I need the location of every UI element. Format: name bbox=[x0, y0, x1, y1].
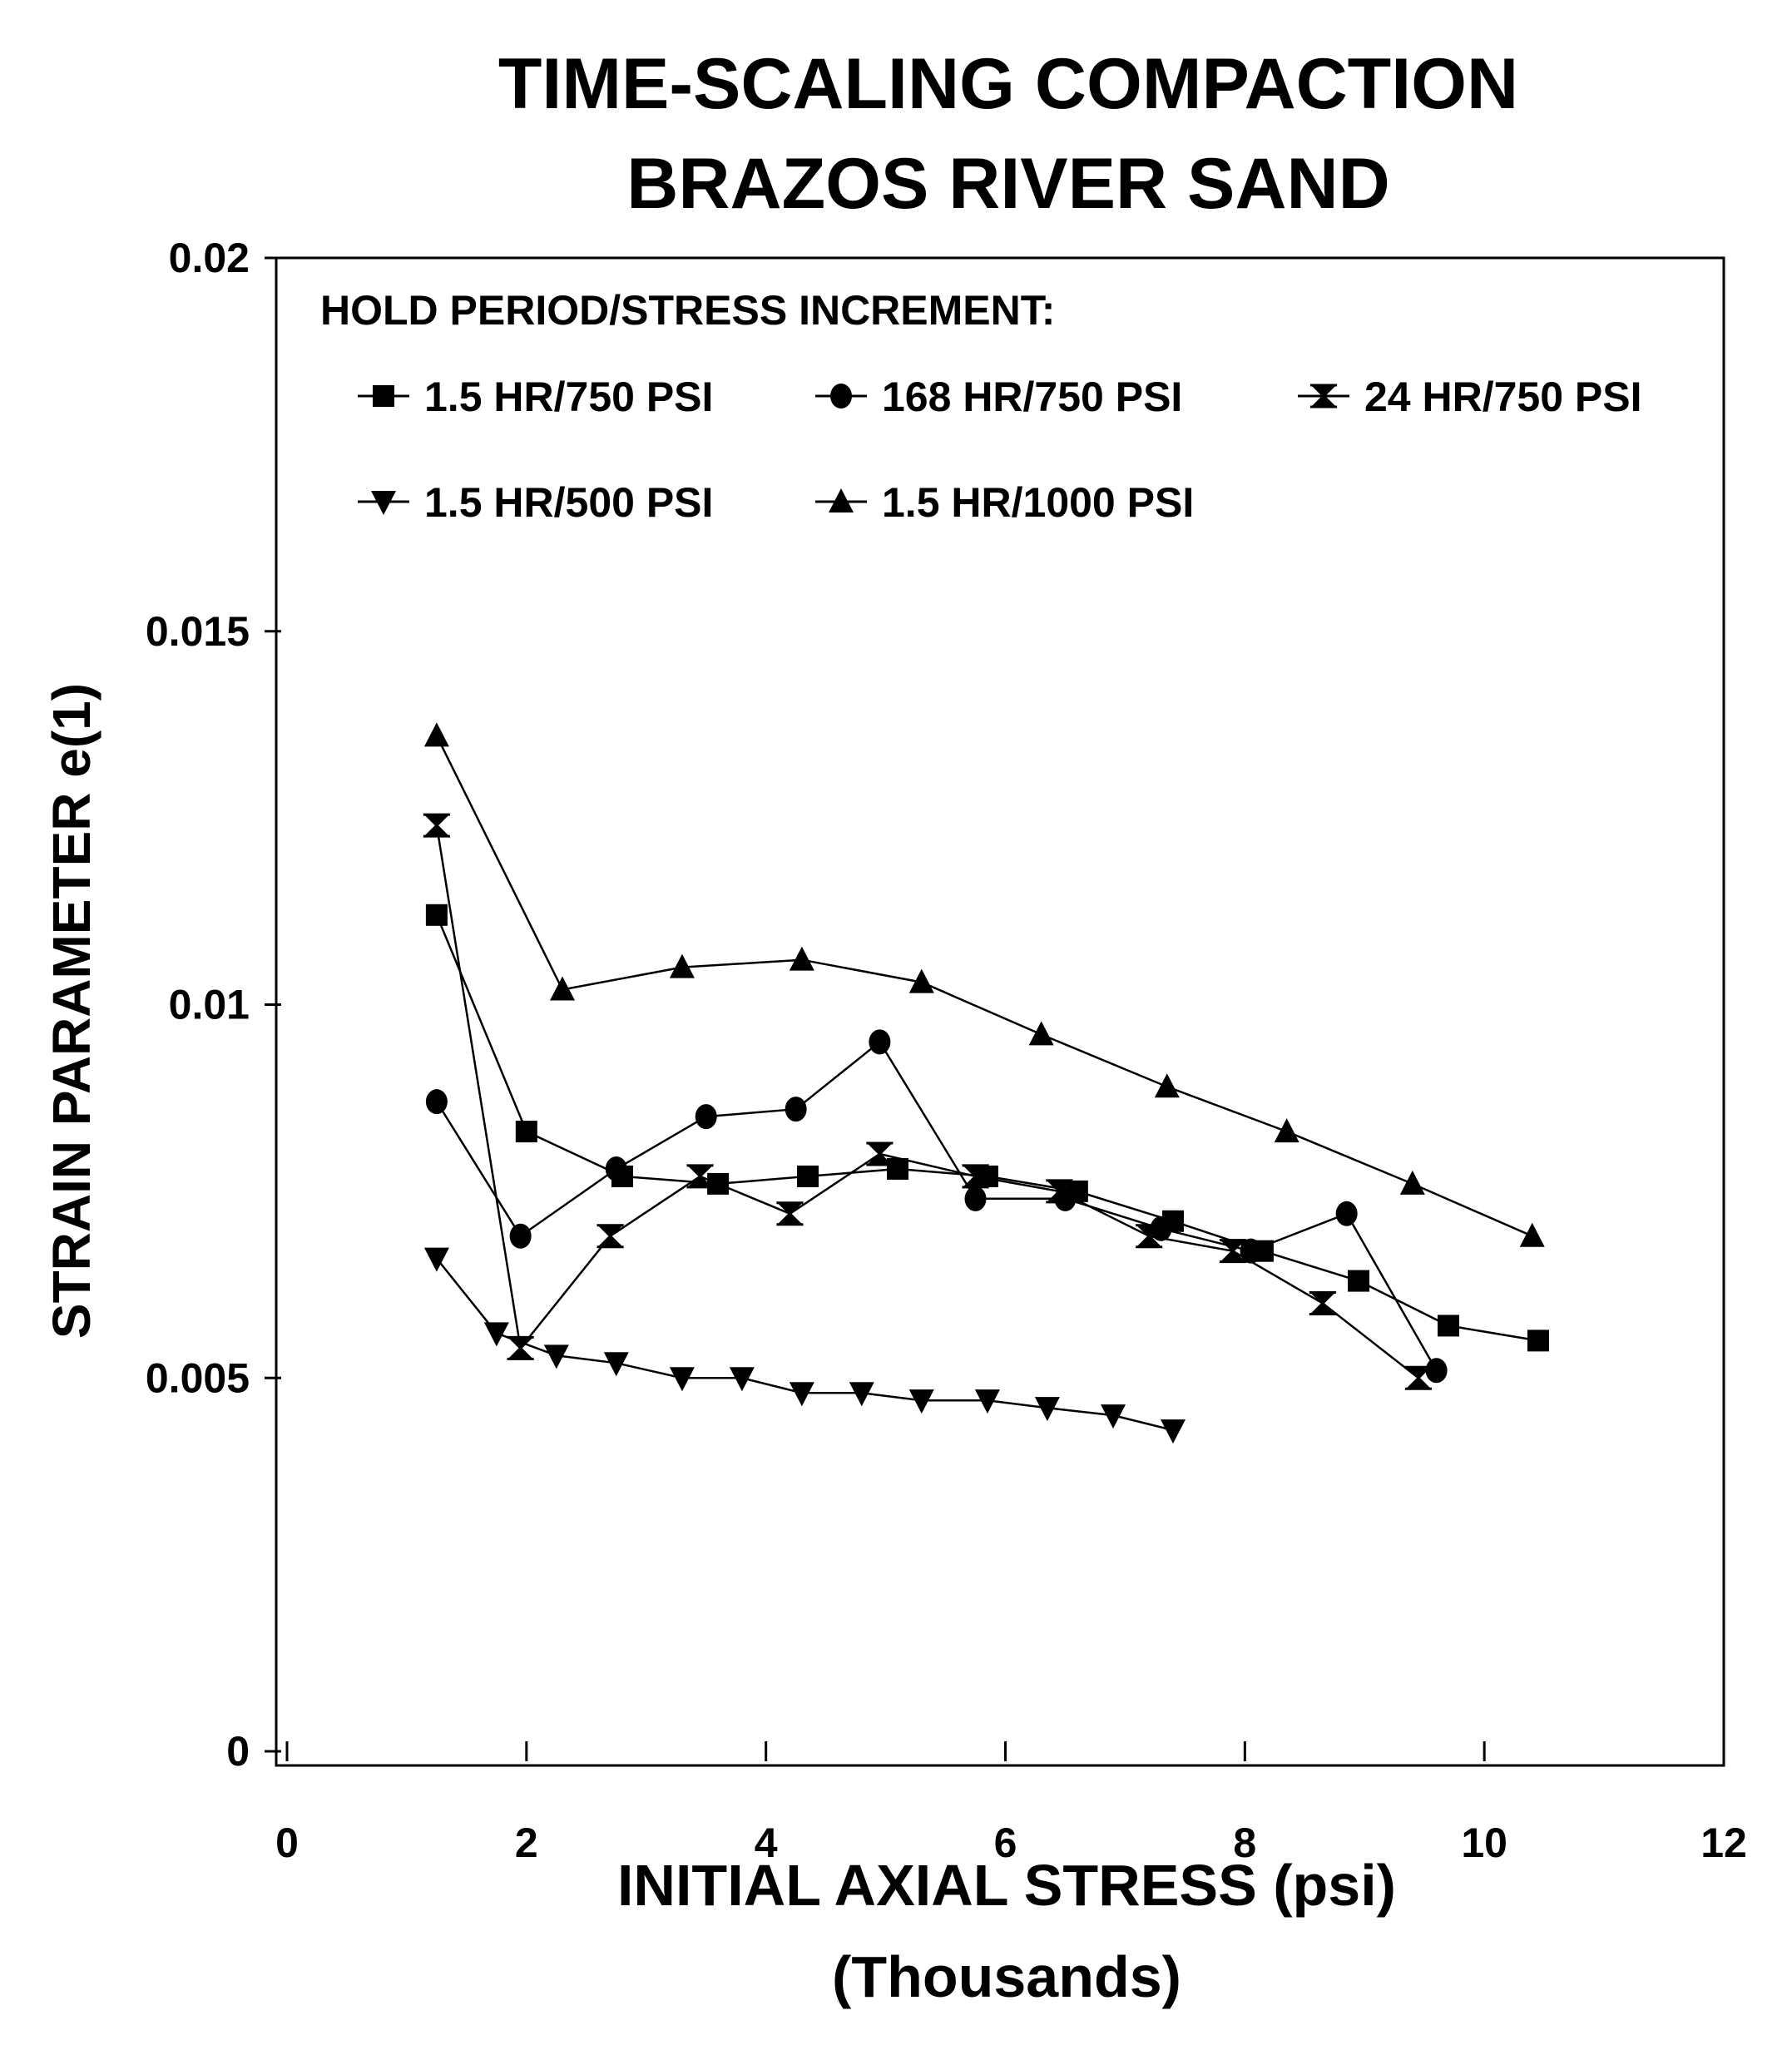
legend-label: 168 HR/750 PSI bbox=[882, 374, 1182, 420]
data-point bbox=[785, 1097, 807, 1122]
legend-marker bbox=[829, 488, 854, 512]
data-point bbox=[423, 1247, 449, 1272]
data-point bbox=[869, 1029, 891, 1055]
series-3 bbox=[423, 813, 1433, 1390]
data-point bbox=[1045, 1179, 1073, 1204]
legend-item: 24 HR/750 PSI bbox=[1298, 374, 1642, 420]
axes: 0 2 4 6 8 10 12 0 0.005 0.01 0.015 0.02 bbox=[146, 235, 1747, 1866]
x-tick-label: 10 bbox=[1461, 1820, 1507, 1866]
data-point bbox=[789, 1382, 814, 1407]
data-point bbox=[425, 1089, 448, 1115]
legend-label: 1.5 HR/500 PSI bbox=[424, 479, 713, 526]
y-tick-label: 0 bbox=[226, 1728, 250, 1775]
series-line bbox=[435, 735, 1533, 1237]
data-point bbox=[1034, 1397, 1060, 1422]
data-point bbox=[1028, 1021, 1054, 1046]
data-point bbox=[1348, 1270, 1370, 1292]
legend-marker bbox=[1309, 384, 1338, 409]
data-point bbox=[603, 1352, 629, 1377]
legend-marker bbox=[830, 384, 852, 409]
plot-area-frame bbox=[275, 256, 1725, 1767]
data-point bbox=[961, 1164, 990, 1189]
data-point bbox=[908, 968, 934, 993]
data-point bbox=[1335, 1201, 1358, 1226]
series-line bbox=[435, 824, 1419, 1379]
legend-label: 1.5 HR/1000 PSI bbox=[882, 479, 1194, 526]
data-point bbox=[729, 1367, 755, 1392]
data-point bbox=[605, 1156, 627, 1181]
data-point bbox=[1160, 1419, 1186, 1444]
legend-item: 1.5 HR/1000 PSI bbox=[815, 479, 1194, 526]
data-point bbox=[1309, 1291, 1337, 1315]
data-point bbox=[1527, 1329, 1549, 1352]
data-point bbox=[686, 1164, 715, 1189]
data-point bbox=[1404, 1365, 1433, 1390]
data-point bbox=[1519, 1222, 1545, 1247]
data-point bbox=[669, 1367, 695, 1392]
data-point bbox=[423, 722, 449, 747]
y-tick-label: 0.01 bbox=[169, 982, 250, 1028]
x-tick-label: 8 bbox=[1233, 1820, 1256, 1866]
x-tick-label: 4 bbox=[755, 1820, 778, 1866]
legend-title: HOLD PERIOD/STRESS INCREMENT: bbox=[320, 287, 1055, 334]
legend-item: 1.5 HR/750 PSI bbox=[358, 374, 713, 420]
y-tick-label: 0.005 bbox=[146, 1354, 250, 1401]
data-point bbox=[423, 813, 451, 838]
data-point bbox=[1219, 1239, 1247, 1264]
data-point bbox=[908, 1389, 934, 1414]
x-tick-label: 0 bbox=[275, 1820, 299, 1866]
data-point bbox=[550, 976, 576, 1001]
legend-item: 168 HR/750 PSI bbox=[815, 374, 1182, 420]
data-point bbox=[1425, 1358, 1448, 1384]
data-point bbox=[964, 1186, 987, 1211]
series-line bbox=[435, 1040, 1438, 1371]
data-point bbox=[849, 1382, 874, 1407]
data-point bbox=[1274, 1118, 1299, 1143]
legend-item: 1.5 HR/500 PSI bbox=[358, 479, 713, 526]
data-point bbox=[1154, 1073, 1180, 1098]
data-point bbox=[1437, 1315, 1459, 1337]
data-point bbox=[596, 1224, 625, 1249]
data-point bbox=[483, 1322, 509, 1347]
chart-subtitle: BRAZOS RIVER SAND bbox=[626, 144, 1389, 224]
x-tick-label: 6 bbox=[994, 1820, 1017, 1866]
legend-marker bbox=[373, 385, 394, 407]
data-point bbox=[797, 1165, 819, 1187]
series-group bbox=[423, 722, 1549, 1444]
legend: 1.5 HR/750 PSI 168 HR/750 PSI 24 HR/750 PS… bbox=[358, 374, 1642, 526]
data-point bbox=[1135, 1224, 1163, 1249]
data-point bbox=[1399, 1170, 1425, 1195]
data-point bbox=[865, 1141, 894, 1166]
data-point bbox=[509, 1223, 532, 1249]
x-axis-units-label: (Thousands) bbox=[832, 1944, 1181, 2009]
x-tick-label: 2 bbox=[515, 1820, 538, 1866]
series-4 bbox=[423, 1247, 1186, 1444]
y-axis-label: STRAIN PARAMETER e(1) bbox=[42, 683, 101, 1339]
data-point bbox=[775, 1201, 804, 1226]
data-point bbox=[543, 1344, 569, 1369]
y-tick-label: 0.02 bbox=[169, 235, 250, 281]
data-point bbox=[789, 946, 814, 971]
data-point bbox=[1101, 1404, 1126, 1429]
y-tick-label: 0.015 bbox=[146, 608, 250, 655]
data-point bbox=[695, 1104, 717, 1130]
x-axis-label: INITIAL AXIAL STRESS (psi) bbox=[617, 1853, 1396, 1918]
data-point bbox=[974, 1389, 1000, 1414]
data-point bbox=[515, 1121, 537, 1143]
data-point bbox=[886, 1157, 908, 1180]
series-5 bbox=[423, 722, 1545, 1247]
chart-title: TIME-SCALING COMPACTION bbox=[498, 44, 1518, 124]
data-point bbox=[669, 953, 695, 978]
legend-label: 24 HR/750 PSI bbox=[1364, 374, 1642, 420]
legend-marker bbox=[371, 491, 396, 515]
data-point bbox=[425, 904, 448, 926]
data-point bbox=[1150, 1216, 1172, 1241]
legend-label: 1.5 HR/750 PSI bbox=[424, 374, 713, 420]
x-tick-label: 12 bbox=[1700, 1820, 1747, 1866]
